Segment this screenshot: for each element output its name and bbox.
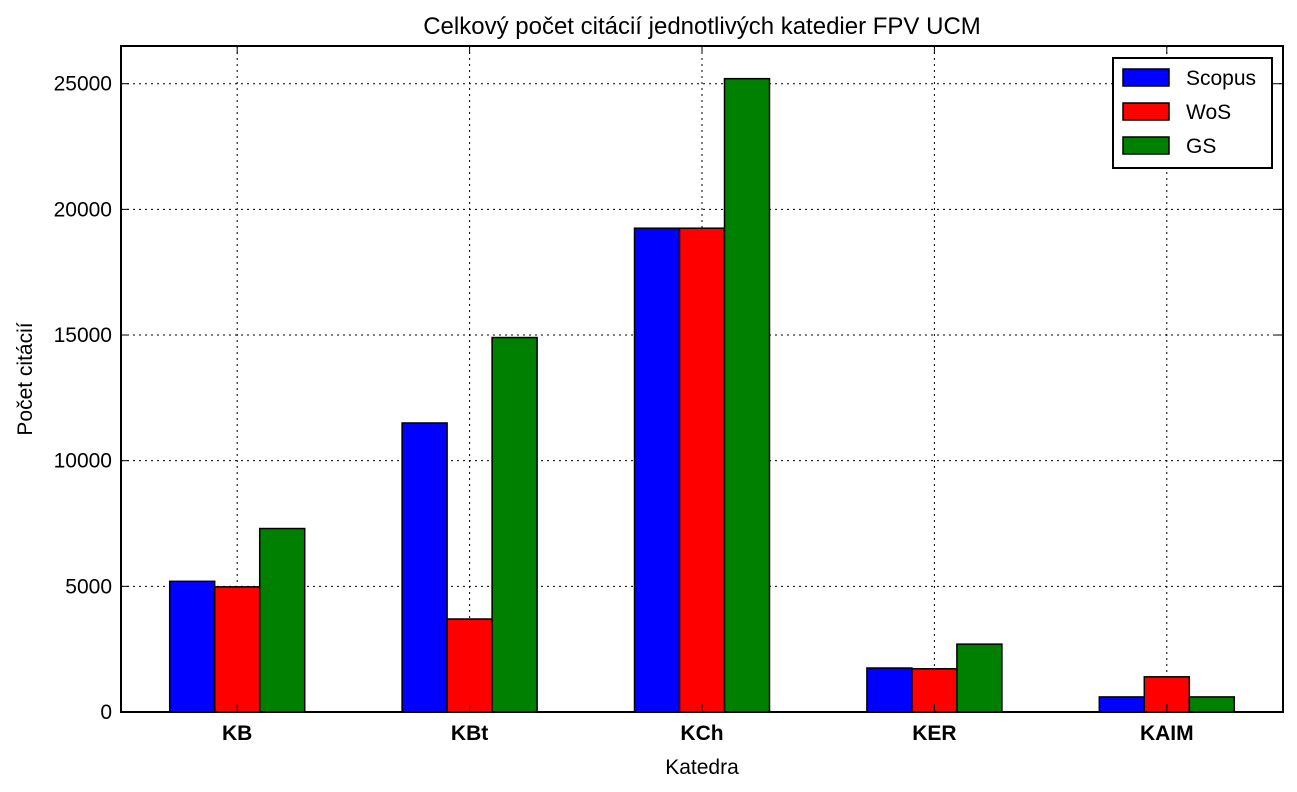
y-axis-label: Počet citácií: [14, 322, 37, 435]
bars: [168, 77, 1236, 713]
bar-wos-kb: [213, 586, 261, 713]
y-tick-label: 20000: [54, 198, 112, 221]
x-axis-label: Katedra: [665, 756, 739, 779]
x-tick-label: KBt: [451, 722, 488, 745]
legend: Scopus WoS GS: [1112, 57, 1273, 169]
y-tick-label: 5000: [65, 575, 112, 598]
bar-gs-kch: [723, 77, 771, 713]
axis-ticks: 0 5000 10000 15000 20000 25000 KB KBt KCh KER KAIM: [54, 46, 1283, 745]
legend-label-wos: WoS: [1186, 101, 1231, 124]
bar-wos-kbt: [446, 618, 493, 713]
y-tick-label: 15000: [54, 324, 112, 347]
bar-scopus-kch: [633, 227, 681, 713]
gridlines: [121, 46, 1283, 712]
bar-gs-ker: [956, 643, 1003, 713]
bar-gs-kbt: [491, 336, 538, 713]
bar-gs-kb: [258, 527, 306, 713]
x-tick-label: KAIM: [1140, 722, 1194, 745]
bar-scopus-kbt: [401, 422, 448, 713]
legend-label-scopus: Scopus: [1186, 67, 1256, 90]
chart-title: Celkový počet citácií jednotlivých kated…: [423, 13, 981, 40]
bar-wos-kch: [678, 227, 726, 713]
bar-scopus-kaim: [1098, 696, 1146, 713]
legend-swatch-scopus: [1122, 68, 1170, 87]
x-tick-label: KB: [222, 722, 252, 745]
x-tick-label: KCh: [680, 722, 723, 745]
y-tick-label: 10000: [54, 450, 112, 473]
legend-swatch-gs: [1122, 136, 1170, 155]
legend-label-gs: GS: [1186, 135, 1216, 158]
y-tick-label: 0: [100, 701, 112, 724]
bar-scopus-kb: [168, 580, 216, 713]
y-tick-label: 25000: [54, 73, 112, 96]
bar-gs-kaim: [1188, 696, 1236, 713]
x-tick-label: KER: [912, 722, 956, 745]
bar-scopus-ker: [866, 667, 913, 713]
legend-swatch-wos: [1122, 102, 1170, 121]
